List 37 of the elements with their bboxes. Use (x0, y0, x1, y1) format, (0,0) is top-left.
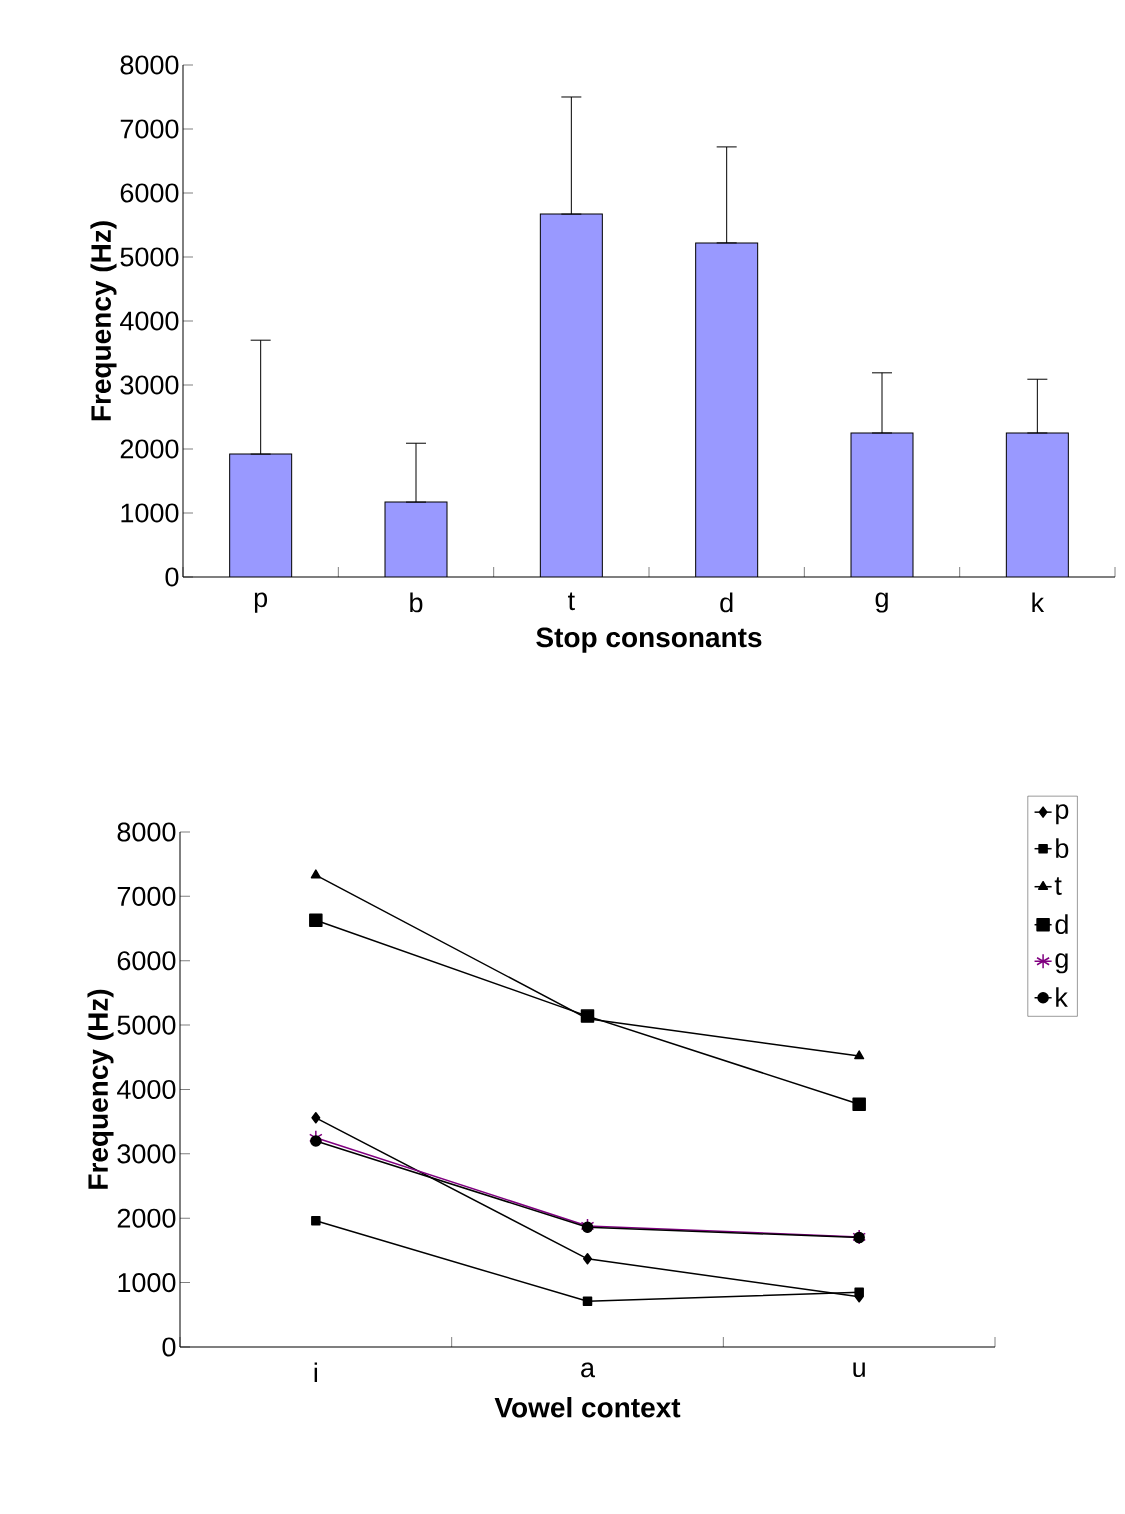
x-tick-label: a (581, 1362, 596, 1378)
y-tick-label: 6000 (120, 183, 179, 203)
y-tick-label: 0 (165, 567, 179, 587)
x-tick-label: i (314, 1362, 318, 1383)
x-tick-label: b (410, 592, 423, 613)
y-axis-title: Frequency (Hz) (90, 221, 117, 421)
legend-label: d (1055, 914, 1068, 935)
y-tick-label: 4000 (117, 1079, 176, 1100)
legend-label: k (1056, 987, 1068, 1007)
x-tick-label: u (853, 1362, 865, 1378)
y-tick-label: 5000 (117, 1015, 176, 1035)
x-tick-label: t (567, 592, 575, 611)
y-tick-label: 2000 (117, 1208, 176, 1228)
y-tick-label: 1000 (118, 1273, 176, 1293)
y-tick-label: 7000 (117, 886, 176, 906)
y-tick-label: 0 (162, 1337, 176, 1357)
x-tick-label: g (875, 592, 888, 613)
legend-label: g (1055, 953, 1068, 974)
x-tick-label: d (720, 592, 733, 613)
y-tick-label: 7000 (120, 119, 179, 139)
y-tick-label: 6000 (117, 951, 176, 971)
y-tick-label: 1000 (121, 503, 179, 523)
y-tick-label: 8000 (117, 822, 176, 842)
y-tick-label: 3000 (120, 375, 179, 395)
legend-label: p (1056, 804, 1069, 825)
x-axis-title: Stop consonants (536, 627, 762, 653)
y-tick-label: 5000 (120, 247, 179, 267)
legend-label: b (1056, 838, 1069, 858)
legend-label: t (1054, 877, 1062, 895)
x-tick-label: p (254, 592, 268, 613)
y-tick-label: 2000 (120, 439, 179, 459)
y-tick-label: 4000 (120, 311, 179, 331)
y-tick-label: 3000 (117, 1144, 176, 1164)
x-tick-label: k (1032, 592, 1045, 613)
x-axis-title: Vowel context (494, 1396, 681, 1418)
y-axis-title: Frequency (Hz) (87, 989, 114, 1189)
y-tick-label: 8000 (120, 55, 179, 75)
